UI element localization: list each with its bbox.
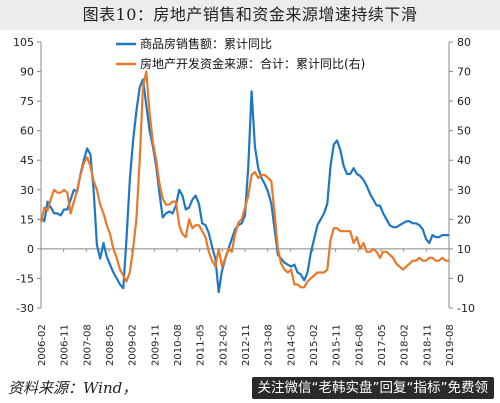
y-left-tick-label: 60 <box>20 125 34 138</box>
y-right-tick-label: 70 <box>457 66 471 79</box>
y-right-tick-label: 0 <box>457 272 464 285</box>
x-tick-label: 2010-08 <box>173 324 184 366</box>
series-line-sales <box>40 78 449 294</box>
y-left-tick-label: 45 <box>20 154 34 167</box>
series-line-funds <box>39 70 449 289</box>
y-right-tick-label: 50 <box>457 125 471 138</box>
chart-title: 图表10：房地产销售和资金来源增速持续下滑 <box>0 0 500 30</box>
y-left-tick-label: 105 <box>13 36 34 49</box>
axes-layer: -30 -15 0 15 30 45 60 75 90 105 -10 0 10 20 30 40 50 60 70… <box>13 36 475 366</box>
watermark-banner: 关注微信“老韩实盘”回复“指标”免费领 <box>251 377 494 399</box>
x-tick-label: 2018-02 <box>400 324 411 366</box>
x-tick-label: 2009-02 <box>128 324 139 366</box>
chart-canvas: -30 -15 0 15 30 45 60 75 90 105 -10 0 10 20 30 40 50 60 70… <box>13 36 475 366</box>
y-left-tick-label: 75 <box>20 95 34 108</box>
source-note: 资料来源：Wind， <box>8 379 138 397</box>
y-right-tick-label: 30 <box>457 184 471 197</box>
legend-label-sales: 商品房销售额：累计同比 <box>140 36 272 51</box>
x-tick-label: 2007-08 <box>82 324 93 366</box>
y-right-tick-label: 40 <box>457 154 471 167</box>
y-left-tick-label: 90 <box>20 66 34 79</box>
x-tick-label: 2017-05 <box>377 324 388 366</box>
legend-label-funds: 房地产开发资金来源：合计：累计同比(右) <box>140 56 365 71</box>
x-tick-label: 2015-11 <box>332 324 343 366</box>
x-tick-label: 2012-02 <box>218 324 229 366</box>
x-tick-label: 2018-11 <box>422 324 433 366</box>
x-tick-label: 2016-08 <box>354 324 365 366</box>
x-tick-label: 2006-02 <box>37 324 48 366</box>
x-tick-label: 2009-11 <box>150 324 161 366</box>
x-tick-label: 2014-05 <box>286 324 297 366</box>
y-right-tick-label: 10 <box>457 243 471 256</box>
y-right-tick-label: 60 <box>457 95 471 108</box>
y-right-tick-label: 20 <box>457 213 471 226</box>
x-tick-label: 2015-02 <box>309 324 320 366</box>
footer: 资料来源：Wind， 关注微信“老韩实盘”回复“指标”免费领 <box>0 374 500 403</box>
x-tick-label: 2011-05 <box>196 324 207 366</box>
y-left-tick-label: -30 <box>16 302 34 315</box>
legend: 商品房销售额：累计同比 房地产开发资金来源：合计：累计同比(右) <box>116 36 365 71</box>
x-tick-label: 2008-05 <box>105 324 116 366</box>
y-right-tick-label: 80 <box>457 36 471 49</box>
y-left-tick-label: -15 <box>16 272 34 285</box>
series-layer <box>39 70 449 294</box>
y-left-tick-label: 0 <box>27 243 34 256</box>
x-tick-label: 2013-08 <box>264 324 275 366</box>
x-tick-label: 2006-11 <box>60 324 71 366</box>
y-right-tick-label: -10 <box>457 302 475 315</box>
y-left-tick-label: 15 <box>20 213 34 226</box>
x-tick-label: 2012-11 <box>241 324 252 366</box>
y-left-tick-label: 30 <box>20 184 34 197</box>
x-tick-label: 2019-08 <box>445 324 456 366</box>
